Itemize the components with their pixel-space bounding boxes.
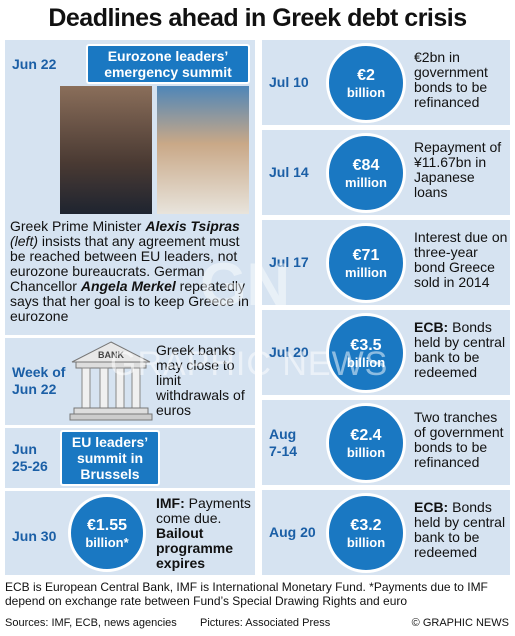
date: Jul 20 bbox=[269, 344, 309, 360]
date-line: 7-14 bbox=[269, 443, 298, 459]
amount-circle: €3.5 billion bbox=[326, 313, 406, 393]
amount-circle: €84 million bbox=[326, 133, 406, 213]
unit: billion* bbox=[85, 534, 129, 550]
label-line: Eurozone leaders’ bbox=[107, 48, 229, 64]
description: Greek banks may close to limit withdrawa… bbox=[156, 342, 245, 418]
name: Alexis Tsipras bbox=[145, 218, 240, 234]
date-line: Week of bbox=[12, 364, 66, 380]
text: Interest due on three-year bond Greece s… bbox=[414, 229, 508, 290]
text: Repayment of ¥11.67bn in Japanese loans bbox=[414, 139, 502, 200]
text: Bailout programme expires bbox=[156, 525, 234, 571]
date: Week of Jun 22 bbox=[12, 364, 65, 398]
date: Jun 30 bbox=[12, 528, 57, 544]
date: Jul 14 bbox=[269, 164, 309, 180]
amount: €1.55 bbox=[86, 516, 128, 534]
date-line: Aug bbox=[269, 426, 297, 442]
date: Jun 25-26 bbox=[12, 441, 48, 475]
description: €2bn in government bonds to be refinance… bbox=[414, 50, 509, 110]
sources: Sources: IMF, ECB, news agencies bbox=[5, 617, 177, 629]
description: Two tranches of government bonds to be r… bbox=[414, 410, 509, 470]
text: Payments come due. bbox=[156, 495, 251, 526]
icon-text: BANK bbox=[98, 350, 124, 360]
amount-circle: €1.55 billion* bbox=[68, 494, 146, 572]
description: Interest due on three-year bond Greece s… bbox=[414, 230, 509, 290]
amount: €71 bbox=[352, 246, 380, 264]
unit: billion bbox=[346, 444, 386, 460]
amount: €3.2 bbox=[350, 516, 382, 534]
label-line: EU leaders’ bbox=[71, 434, 149, 450]
text: ECB: bbox=[414, 499, 449, 515]
amount-circle: €2 billion bbox=[326, 43, 406, 123]
text: (left) bbox=[10, 233, 38, 249]
text: Bonds held by central bank to be redeeme… bbox=[414, 319, 506, 380]
text: repeatedly says that her goal is to keep… bbox=[10, 278, 249, 324]
label-line: summit in bbox=[76, 450, 144, 466]
amount: €2.4 bbox=[350, 426, 382, 444]
description: Repayment of ¥11.67bn in Japanese loans bbox=[414, 140, 509, 200]
date: Aug 20 bbox=[269, 524, 316, 540]
text: Two tranches of government bonds to be r… bbox=[414, 409, 504, 470]
date: Jul 10 bbox=[269, 74, 309, 90]
amount-circle: €3.2 billion bbox=[326, 493, 406, 573]
label-line: Brussels bbox=[80, 466, 140, 482]
description: ECB: Bonds held by central bank to be re… bbox=[414, 500, 509, 560]
event-label: EU leaders’ summit in Brussels bbox=[60, 430, 160, 486]
text: €2bn in government bonds to be refinance… bbox=[414, 49, 488, 110]
text: IMF: bbox=[156, 495, 185, 511]
unit: billion bbox=[346, 84, 386, 100]
title: Deadlines ahead in Greek debt crisis bbox=[48, 4, 467, 32]
amount-circle: €71 million bbox=[326, 223, 406, 303]
event-label: Eurozone leaders’ emergency summit bbox=[86, 44, 250, 84]
description: ECB: Bonds held by central bank to be re… bbox=[414, 320, 509, 380]
description: IMF: Payments come due. Bailout programm… bbox=[156, 496, 252, 571]
credit: © GRAPHIC NEWS bbox=[411, 617, 509, 629]
unit: billion bbox=[346, 354, 386, 370]
date: Aug 7-14 bbox=[269, 426, 297, 460]
footnote: ECB is European Central Bank, IMF is Int… bbox=[5, 580, 488, 608]
picture-credit: Pictures: Associated Press bbox=[200, 617, 331, 629]
unit: million bbox=[345, 264, 387, 280]
date-line: Jun 22 bbox=[12, 381, 57, 397]
label-line: emergency summit bbox=[104, 64, 232, 80]
amount: €2 bbox=[357, 66, 375, 84]
unit: million bbox=[345, 174, 387, 190]
text: insists that any agreement must be reach… bbox=[10, 233, 240, 294]
name: Angela Merkel bbox=[80, 278, 176, 294]
text: Greek Prime Minister bbox=[10, 218, 146, 234]
date: Jun 22 bbox=[12, 56, 57, 72]
text: Bonds held by central bank to be redeeme… bbox=[414, 499, 506, 560]
amount: €84 bbox=[352, 156, 380, 174]
watermark-logo: GN bbox=[200, 251, 290, 318]
date: Jul 17 bbox=[269, 254, 309, 270]
bank-icon: BANK bbox=[69, 341, 153, 421]
amount-circle: €2.4 billion bbox=[326, 403, 406, 483]
unit: billion bbox=[346, 534, 386, 550]
photo-tsipras bbox=[60, 86, 152, 214]
amount: €3.5 bbox=[350, 336, 382, 354]
date-line: 25-26 bbox=[12, 458, 48, 474]
watermark-text: GRAPHIC NEWS bbox=[110, 345, 389, 383]
date-line: Jun bbox=[12, 441, 37, 457]
photo-merkel bbox=[157, 86, 249, 214]
text: ECB: bbox=[414, 319, 449, 335]
description: Greek Prime Minister Alexis Tsipras (lef… bbox=[10, 219, 252, 324]
